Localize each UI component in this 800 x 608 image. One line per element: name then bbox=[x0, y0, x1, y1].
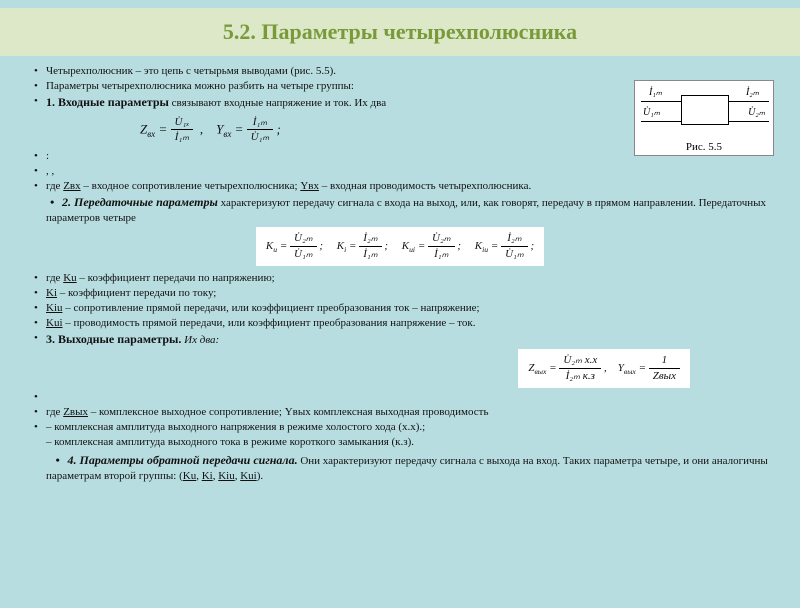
section-1-tail: связывают входные напряжение и ток. Их д… bbox=[169, 97, 386, 109]
empty-colon: : bbox=[46, 149, 780, 164]
section-1-head: 1. Входные параметры bbox=[46, 95, 169, 109]
section-2-head: 2. Передаточные параметры bbox=[62, 195, 218, 209]
section-4-head: 4. Параметры обратной передачи сигнала. bbox=[68, 453, 298, 467]
where-xx: – комплексная амплитуда выходного напряж… bbox=[46, 420, 780, 435]
section-3: 3. Выходные параметры. Их два: bbox=[46, 331, 780, 348]
where-ki: Ki – коэффициент передачи по току; bbox=[46, 286, 780, 301]
title-bar: 5.2. Параметры четырехполюсника bbox=[0, 8, 800, 56]
where-ku: где Ku – коэффициент передачи по напряже… bbox=[46, 271, 780, 286]
page-title: 5.2. Параметры четырехполюсника bbox=[223, 19, 577, 45]
section-3-tail: Их два: bbox=[181, 334, 219, 346]
section-3-head: 3. Выходные параметры. bbox=[46, 332, 181, 346]
where-kz: – комплексная амплитуда выходного тока в… bbox=[46, 435, 780, 450]
section-4: 4. Параметры обратной передачи сигнала. … bbox=[46, 452, 780, 484]
formula-transfer: Ku = U̇₂ₘU̇₁ₘ ; Ki = İ₂ₘİ₁ₘ ; Kui = U̇₂ₘ… bbox=[20, 225, 780, 268]
where-kiu: Kiu – сопротивление прямой передачи, или… bbox=[46, 301, 780, 316]
formula-output: Zвых = U̇₂ₘ х.хİ₂ₘ к.з , Yвых = 1Zвых bbox=[20, 347, 780, 390]
where-zout: где Zвых – комплексное выходное сопротив… bbox=[46, 405, 780, 420]
where-line-1: где Zвх – входное сопротивление четырехп… bbox=[46, 179, 780, 194]
empty-commas: , , bbox=[46, 164, 780, 179]
section-1: 1. Входные параметры связывают входные н… bbox=[46, 94, 780, 111]
empty-bullet bbox=[46, 390, 780, 405]
intro-line-1: Четырехполюсник – это цепь с четырьмя вы… bbox=[46, 64, 780, 79]
section-2: 2. Передаточные параметры характеризуют … bbox=[46, 194, 780, 226]
where-kui: Kui – проводимость прямой передачи, или … bbox=[46, 316, 780, 331]
intro-line-2: Параметры четырехполюсника можно разбить… bbox=[46, 79, 780, 94]
